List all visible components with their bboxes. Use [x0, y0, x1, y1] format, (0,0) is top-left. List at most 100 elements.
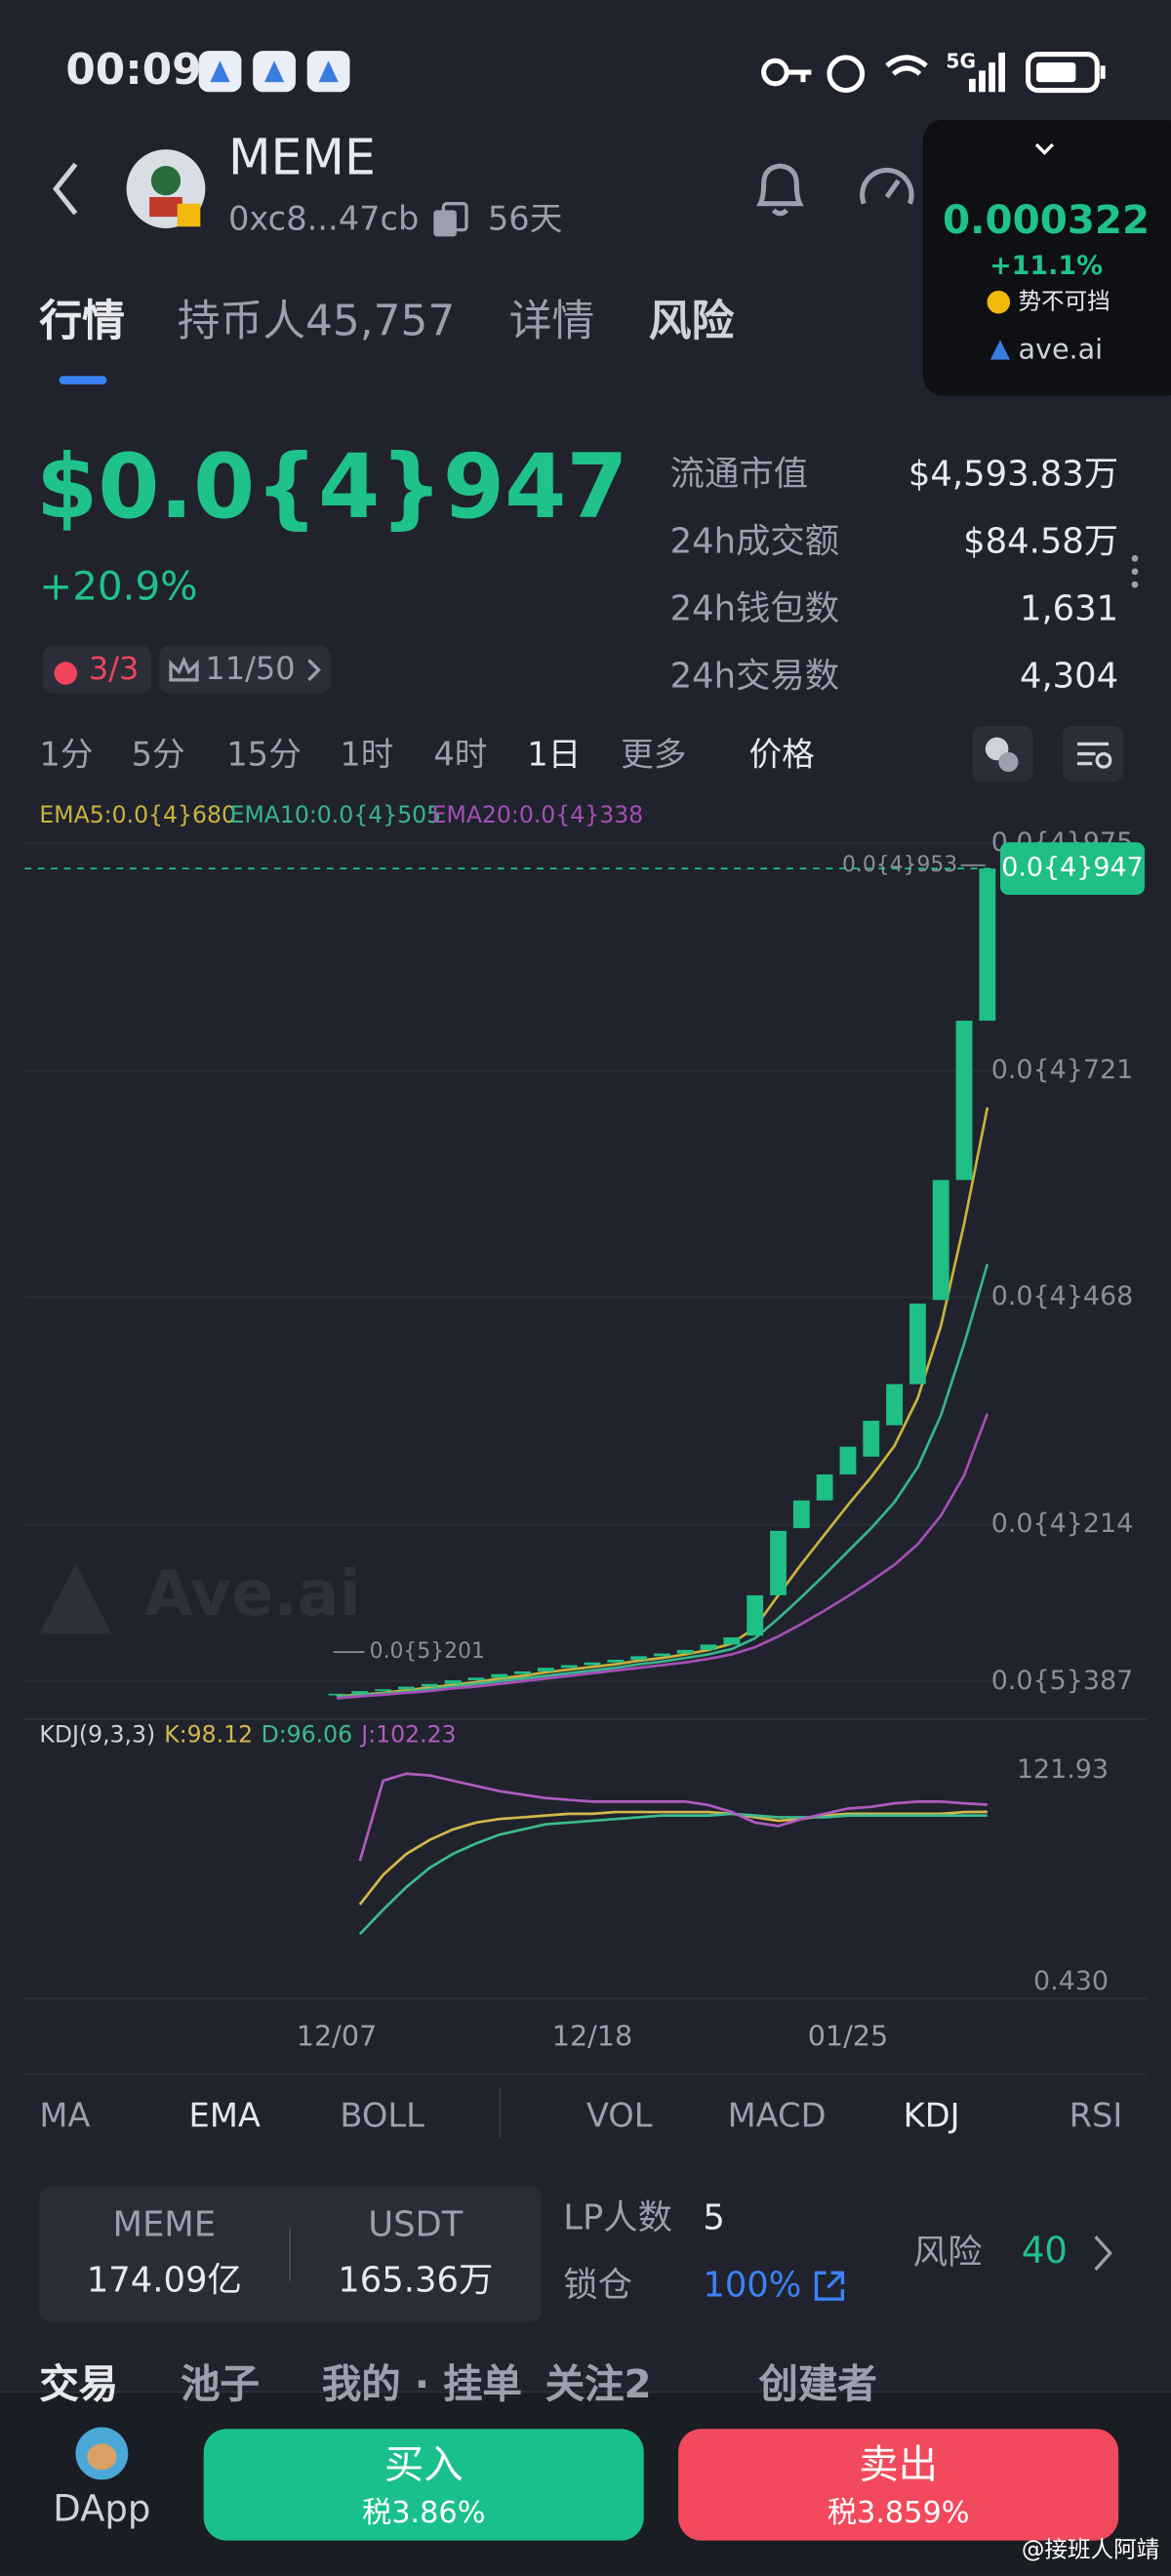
interval[interactable]: 1时: [340, 734, 394, 774]
low-label: 0.0{5}201: [370, 1639, 485, 1664]
kdj-line: [358, 1812, 988, 1936]
tab[interactable]: 行情: [39, 297, 125, 347]
interval[interactable]: 更多: [621, 734, 687, 774]
candle-body: [770, 1530, 787, 1595]
indicator[interactable]: MA: [39, 2095, 91, 2135]
candle-body: [467, 1677, 485, 1681]
crown-icon: [169, 657, 199, 682]
indicator[interactable]: EMA: [188, 2095, 261, 2135]
tab[interactable]: 风险: [648, 297, 735, 347]
candle-body: [444, 1680, 462, 1684]
bottom-tab[interactable]: 创建者: [758, 2361, 877, 2408]
price-badge-label: 0.0{4}947: [1001, 853, 1144, 883]
sell-tax: 税3.859%: [827, 2496, 970, 2531]
interval[interactable]: 5分: [131, 734, 185, 774]
legend-entry: K:98.12: [164, 1720, 253, 1748]
system-icons: 5G: [761, 49, 1106, 94]
tab-indicator: [59, 376, 107, 384]
interval[interactable]: 价格: [748, 734, 815, 774]
chevron[interactable]: [1091, 2232, 1117, 2274]
candle-body: [839, 1446, 857, 1475]
interval[interactable]: 1日: [527, 734, 582, 774]
bottom-tab[interactable]: 池子: [181, 2361, 260, 2408]
footer: DApp 买入 税3.86% 卖出 税3.859% @接班人阿靖: [0, 2391, 1171, 2575]
lp-label: LP人数: [563, 2197, 672, 2238]
y-tick-label: 0.0{4}468: [991, 1281, 1134, 1311]
indicator-title: KDJ(9,3,3): [39, 1720, 155, 1748]
settings-button[interactable]: [1062, 725, 1124, 783]
lock-value[interactable]: 100%: [703, 2265, 802, 2306]
price-change: +20.9%: [39, 563, 198, 610]
candle-body: [398, 1686, 415, 1690]
candle-body: [863, 1421, 880, 1457]
external-link[interactable]: [811, 2268, 847, 2304]
token-name: MEME: [227, 129, 376, 187]
legend-entry: EMA5:0.0{4}680: [39, 801, 236, 828]
stat-value: 4,304: [1019, 656, 1119, 696]
interval[interactable]: 1分: [39, 734, 94, 774]
bag-icon: [54, 662, 78, 685]
indicator[interactable]: MACD: [727, 2095, 827, 2135]
indicator[interactable]: BOLL: [340, 2095, 424, 2135]
stat-value: $84.58万: [963, 521, 1119, 561]
back-button[interactable]: [46, 158, 85, 221]
y-tick-label: 0.0{4}214: [991, 1509, 1134, 1539]
y-tick-label: 0.430: [1033, 1966, 1109, 1996]
candle-body: [816, 1474, 833, 1501]
candle-body: [909, 1303, 926, 1385]
bell-button[interactable]: [750, 158, 810, 221]
current-price: $0.0{4}947: [36, 435, 628, 540]
tab[interactable]: 详情: [508, 297, 595, 347]
price-badge: [999, 842, 1146, 896]
candle-body: [537, 1668, 554, 1671]
rank-badge: 11/50: [159, 645, 331, 694]
copy-button[interactable]: [430, 200, 473, 239]
gauge-button[interactable]: [854, 158, 919, 223]
indicator[interactable]: KDJ: [903, 2095, 960, 2135]
candle-body: [747, 1594, 764, 1636]
candle-body: [630, 1656, 648, 1660]
tab[interactable]: 持币人45,757: [177, 297, 456, 347]
candle-body: [560, 1665, 578, 1669]
interval[interactable]: 4时: [433, 734, 488, 774]
indicator[interactable]: RSI: [1069, 2095, 1123, 2135]
sell-button[interactable]: 卖出 税3.859%: [678, 2429, 1119, 2541]
tax-badge: 3/3: [42, 645, 151, 694]
bnb-icon: [987, 290, 1011, 314]
bottom-tab[interactable]: 我的 · 挂单: [321, 2361, 522, 2408]
ave-icon: [989, 340, 1011, 360]
dapp-label[interactable]: DApp: [53, 2489, 151, 2531]
candle-body: [979, 868, 996, 1022]
compare-button[interactable]: [972, 725, 1033, 783]
indicator[interactable]: VOL: [586, 2095, 653, 2135]
candle-body: [375, 1689, 392, 1692]
high-label: 0.0{4}953: [842, 853, 957, 877]
stat-value: 1,631: [1019, 588, 1119, 628]
lp-value: 5: [703, 2197, 725, 2238]
candle-body: [654, 1653, 670, 1657]
interval[interactable]: 15分: [226, 734, 302, 774]
y-tick-label: 0.0{4}721: [991, 1055, 1134, 1085]
y-tick-label: 0.0{5}387: [991, 1666, 1134, 1696]
sell-label: 卖出: [859, 2441, 939, 2488]
buy-label: 买入: [384, 2441, 464, 2488]
bottom-tab[interactable]: 交易: [39, 2361, 119, 2408]
watermark-logo: [39, 1563, 112, 1634]
bottom-tab[interactable]: 关注2: [545, 2361, 652, 2408]
pool-box: MEME 174.09亿 USDT 165.36万: [39, 2186, 543, 2322]
widget-change: +11.1%: [989, 249, 1104, 281]
dapp-icon[interactable]: [74, 2426, 130, 2481]
rank-badge-text: 11/50: [205, 651, 296, 688]
price-widget[interactable]: 0.000322 +11.1% 势不可挡 ave.ai: [922, 119, 1171, 396]
candle-body: [584, 1662, 601, 1666]
candle-body: [514, 1670, 531, 1674]
status-time: 00:09: [65, 46, 202, 96]
candle-body: [723, 1637, 741, 1645]
buy-button[interactable]: 买入 税3.86%: [203, 2429, 644, 2541]
candle-body: [886, 1384, 903, 1426]
more-button[interactable]: [1127, 551, 1144, 594]
risk-value: 40: [1021, 2232, 1068, 2274]
